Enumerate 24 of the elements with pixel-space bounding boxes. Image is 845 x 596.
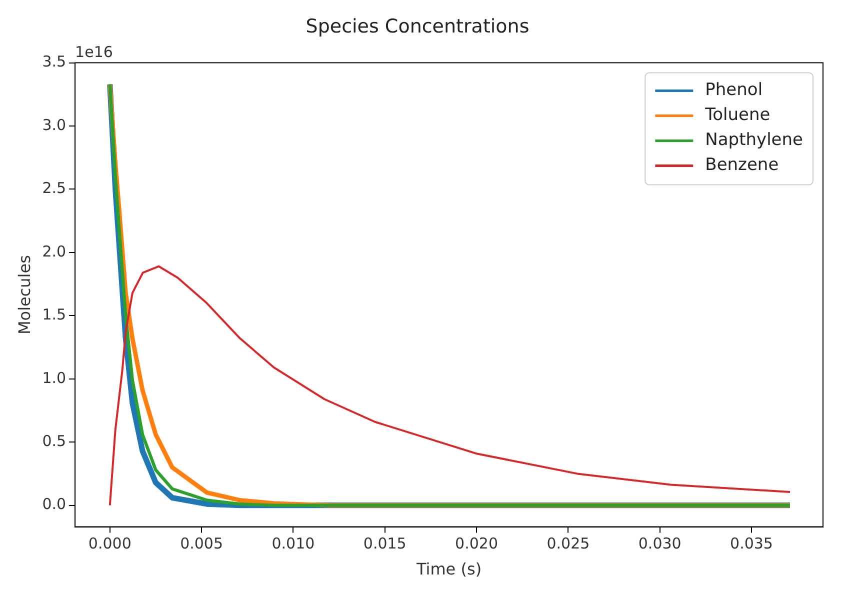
legend-label: Phenol — [705, 80, 763, 100]
y-tick-label: 3.5 — [42, 52, 66, 71]
chart-title: Species Concentrations — [306, 15, 530, 38]
y-axis-title: Molecules — [14, 255, 34, 335]
y-tick-label: 1.5 — [42, 306, 66, 324]
y-tick-label: 2.5 — [42, 179, 66, 198]
x-tick-label: 0.000 — [88, 534, 132, 553]
x-tick-label: 0.010 — [272, 534, 315, 553]
x-tick-label: 0.015 — [363, 534, 406, 553]
y-tick-label: 1.0 — [42, 368, 66, 387]
x-tick-label: 0.030 — [638, 534, 682, 553]
x-tick-label: 0.025 — [546, 534, 590, 553]
x-tick-label: 0.005 — [180, 534, 224, 553]
y-tick-label: 3.0 — [42, 116, 66, 134]
legend-label: Benzene — [705, 155, 779, 176]
text: 1e16 — [75, 43, 113, 62]
y-tick-label: 0.5 — [42, 432, 66, 450]
y-tick-label: 2.0 — [42, 242, 66, 260]
y-tick-label: 0.0 — [42, 495, 66, 514]
x-tick-label: 0.020 — [455, 534, 498, 553]
x-axis-title: Time (s) — [415, 560, 482, 579]
x-tick-label: 0.035 — [730, 534, 773, 553]
legend-label: Napthylene — [705, 130, 803, 150]
legend-label: Toluene — [704, 105, 770, 126]
